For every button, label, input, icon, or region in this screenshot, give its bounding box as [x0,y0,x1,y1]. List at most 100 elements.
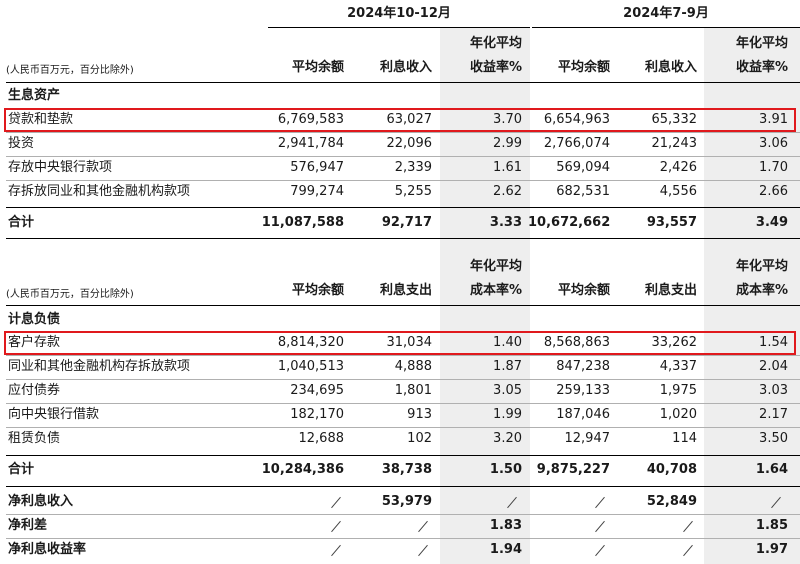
cell-p-rate: 2.04 [759,359,788,374]
cell-p-int: 1,020 [659,407,697,422]
section-label-assets: 生息资产 [8,88,61,103]
cell-c-int: 5,255 [394,184,432,199]
cell-p-bal: 8,568,863 [543,335,610,350]
cell-c-bal: 2,941,784 [277,136,344,151]
cell-c-rate: 3.70 [493,112,522,127]
summary-p-int: 52,849 [646,494,697,509]
cell-c-rate: 1.87 [493,359,522,374]
row-label: 租赁负债 [8,431,61,446]
row-divider [6,379,800,380]
not-applicable-slash-icon [331,496,341,509]
assets-total-p-int: 93,557 [646,215,697,230]
cell-c-int: 63,027 [386,112,433,127]
cell-p-rate: 2.17 [759,407,788,422]
header-avg-balance: 平均余额 [557,283,610,298]
liabilities-total-c-bal: 10,284,386 [261,462,344,477]
liabilities-total-c-int: 38,738 [381,462,432,477]
row-divider [6,180,800,181]
row-divider [6,132,800,133]
cell-c-int: 1,801 [394,383,432,398]
row-label: 贷款和垫款 [8,112,74,127]
liabilities-total-p-bal: 9,875,227 [536,462,610,477]
cell-c-bal: 8,814,320 [277,335,344,350]
cell-p-bal: 6,654,963 [543,112,610,127]
not-applicable-slash-icon [595,496,605,509]
cell-p-int: 33,262 [651,335,698,350]
unit-note: (人民币百万元，百分比除外) [6,289,134,300]
summary-p-rate: 1.97 [755,542,788,557]
cell-p-int: 21,243 [651,136,698,151]
header-rule [6,82,800,83]
row-label: 存放中央银行款项 [8,160,113,175]
header-interest-expense: 利息支出 [379,283,432,298]
row-label: 应付债券 [8,383,61,398]
header-rate-line2: 收益率% [469,60,522,75]
header-avg-balance: 平均余额 [291,60,344,75]
cell-c-rate: 1.99 [493,407,522,422]
cell-c-bal: 182,170 [290,407,344,422]
cell-p-bal: 259,133 [556,383,610,398]
row-label: 客户存款 [8,335,61,350]
row-label: 向中央银行借款 [8,407,100,422]
header-avg-balance: 平均余额 [291,283,344,298]
period-header-current: 2024年10-12月 [347,6,451,21]
cell-c-int: 913 [407,407,432,422]
row-divider [6,514,800,515]
cell-p-int: 114 [672,431,697,446]
cell-p-bal: 2,766,074 [543,136,610,151]
row-divider [6,403,800,404]
summary-c-int: 53,979 [381,494,432,509]
header-cost-line2: 成本率% [735,283,788,298]
assets-total-p-bal: 10,672,662 [528,215,611,230]
cell-p-rate: 3.50 [759,431,788,446]
cell-c-rate: 3.05 [493,383,522,398]
period-header-previous: 2024年7-9月 [623,6,709,21]
header-interest-income: 利息收入 [644,60,697,75]
assets-total-c-bal: 11,087,588 [261,215,344,230]
cell-c-rate: 2.99 [493,136,522,151]
cell-p-int: 4,556 [659,184,697,199]
summary-c-rate: 1.94 [489,542,522,557]
cell-p-rate: 2.66 [759,184,788,199]
cell-c-int: 31,034 [386,335,433,350]
assets-total-p-rate: 3.49 [755,215,788,230]
summary-p-rate: 1.85 [755,518,788,533]
cell-p-rate: 1.70 [759,160,788,175]
cell-c-bal: 1,040,513 [277,359,344,374]
summary-c-rate: 1.83 [489,518,522,533]
row-label: 存拆放同业和其他金融机构款项 [8,184,191,199]
row-label: 同业和其他金融机构存拆放款项 [8,359,191,374]
header-avg-balance: 平均余额 [557,60,610,75]
header-rate-line1: 年化平均 [735,36,788,51]
row-label: 投资 [8,136,35,151]
cell-p-int: 4,337 [659,359,697,374]
row-divider [6,538,800,539]
summary-label: 净利息收益率 [8,542,87,557]
header-cost-line1: 年化平均 [735,259,788,274]
liabilities-total-label: 合计 [8,462,35,477]
summary-label: 净利息收入 [8,494,74,509]
highlight-box-loans [4,108,796,132]
cell-p-int: 2,426 [659,160,697,175]
not-applicable-slash-icon [683,544,693,557]
summary-label: 净利差 [8,518,48,533]
assets-total-c-int: 92,717 [381,215,432,230]
cell-p-bal: 12,947 [564,431,611,446]
assets-total-label: 合计 [8,215,35,230]
cell-p-rate: 3.03 [759,383,788,398]
cell-c-rate: 1.40 [493,335,522,350]
period-underline-current [268,27,530,28]
total-rule-top [6,207,800,208]
cell-p-int: 65,332 [651,112,698,127]
section-label-liabilities: 计息负债 [8,312,61,327]
cell-c-int: 4,888 [394,359,432,374]
liabilities-total-p-rate: 1.64 [755,462,788,477]
highlight-box-deposits [4,331,796,355]
total-rule-bottom [6,486,800,487]
liabilities-total-p-int: 40,708 [646,462,697,477]
cell-c-bal: 799,274 [290,184,344,199]
assets-total-c-rate: 3.33 [489,215,522,230]
header-interest-income: 利息收入 [379,60,432,75]
cell-p-rate: 1.54 [759,335,788,350]
not-applicable-slash-icon [683,520,693,533]
